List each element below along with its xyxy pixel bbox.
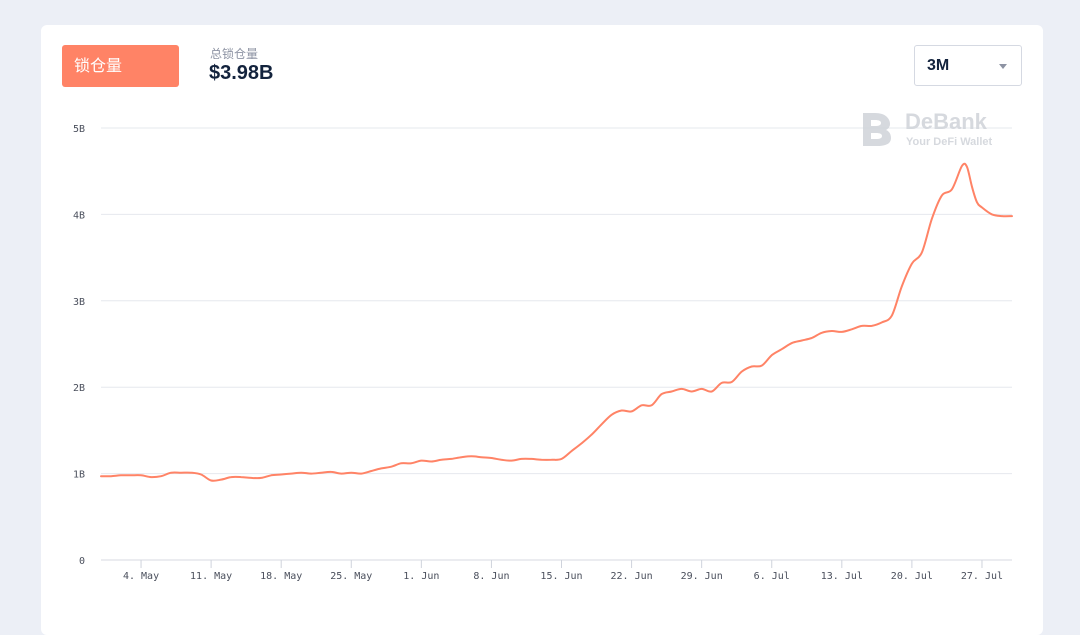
x-tick-label: 25. May xyxy=(330,571,372,582)
metric-label: 总锁仓量 xyxy=(210,47,259,61)
chevron-down-icon xyxy=(999,64,1007,69)
x-tick-label: 15. Jun xyxy=(540,571,582,582)
range-select-value: 3M xyxy=(927,57,950,74)
tvl-line-chart: 0 1B 2B 3B 4B 5B 4. May 11. May 18. May 25. May 1.… xyxy=(73,124,1013,582)
x-tick-label: 8. Jun xyxy=(473,571,509,582)
x-tick-label: 6. Jul xyxy=(754,571,790,582)
y-tick-label: 3B xyxy=(73,297,85,308)
series-line xyxy=(100,162,1013,482)
x-tick-label: 4. May xyxy=(123,571,159,582)
debank-watermark: DeBank Your DeFi Wallet xyxy=(859,109,1009,149)
x-tick-label: 13. Jul xyxy=(821,571,863,582)
range-select[interactable]: 3M xyxy=(914,45,1022,86)
y-tick-label: 0 xyxy=(79,556,85,567)
watermark-tagline: Your DeFi Wallet xyxy=(906,136,993,148)
watermark-brand: DeBank xyxy=(905,109,987,134)
x-tick-label: 27. Jul xyxy=(961,571,1003,582)
chart-card: 锁仓量 总锁仓量 $3.98B 3M 0 1B 2B 3B 4B 5B 4. May 11. … xyxy=(41,25,1043,635)
y-tick-label: 5B xyxy=(73,124,85,135)
x-tick-label: 1. Jun xyxy=(403,571,439,582)
x-tick-label: 20. Jul xyxy=(891,571,933,582)
y-tick-label: 1B xyxy=(73,470,85,481)
x-tick-label: 11. May xyxy=(190,571,232,582)
tab-tvl[interactable]: 锁仓量 xyxy=(62,45,179,87)
x-tick-label: 29. Jun xyxy=(681,571,723,582)
metric-value: $3.98B xyxy=(209,62,274,84)
x-tick-label: 22. Jun xyxy=(611,571,653,582)
y-tick-label: 4B xyxy=(73,210,85,221)
debank-logo-icon xyxy=(863,113,891,146)
y-tick-label: 2B xyxy=(73,383,85,394)
x-tick-label: 18. May xyxy=(260,571,302,582)
